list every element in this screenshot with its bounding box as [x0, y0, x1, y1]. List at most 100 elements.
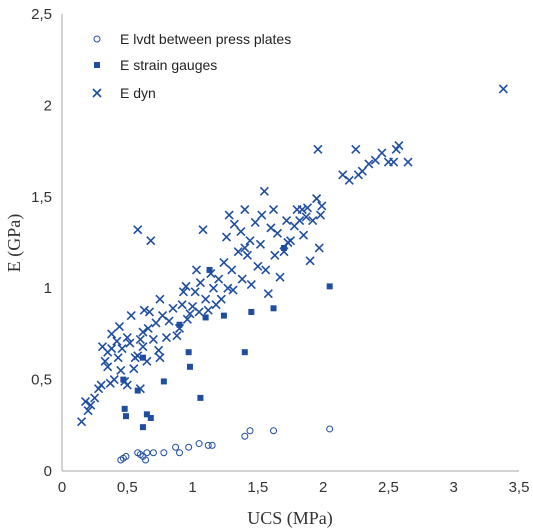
y-tick-label: 0,5: [31, 372, 52, 389]
point-edyn: [223, 283, 233, 293]
point-edyn: [100, 356, 110, 366]
point-edyn: [242, 250, 252, 260]
point-edyn: [80, 396, 91, 407]
point-edyn: [86, 400, 96, 410]
point-edyn: [129, 364, 139, 374]
point-edyn: [250, 217, 260, 227]
point-edyn: [126, 311, 136, 321]
point-edyn: [138, 327, 148, 337]
point-edyn: [190, 287, 200, 297]
point-edyn: [109, 375, 119, 385]
point-edyn: [133, 225, 143, 235]
point-edyn: [77, 417, 87, 427]
x-tick-label: 3,5: [509, 479, 530, 496]
point-edyn: [282, 215, 292, 226]
point-edyn: [255, 239, 266, 249]
point-edyn: [263, 289, 273, 299]
point-edyn: [178, 287, 188, 297]
point-edyn: [370, 155, 380, 165]
x-tick-label: 2: [319, 479, 327, 496]
x-tick-label: 1: [188, 479, 196, 496]
point-edyn: [364, 159, 374, 169]
point-edyn: [357, 166, 367, 176]
point-edyn: [240, 243, 250, 253]
y-tick-labels: 0 0,5 1 1,5 2 2,5: [31, 6, 52, 480]
point-edyn: [253, 261, 263, 271]
point-strain-gauge: [197, 394, 204, 401]
point-lvdt: [122, 452, 130, 460]
point-edyn: [314, 243, 324, 253]
point-edyn: [214, 274, 224, 284]
point-edyn: [135, 334, 145, 344]
point-lvdt: [185, 443, 193, 451]
legend-marker-edyn: [92, 88, 102, 98]
point-edyn: [195, 278, 205, 288]
point-edyn: [279, 247, 289, 257]
point-edyn: [133, 351, 143, 361]
point-edyn: [168, 303, 178, 313]
point-edyn: [394, 141, 404, 151]
point-edyn: [182, 314, 192, 324]
legend-marker-lvdt: [93, 35, 101, 43]
point-lvdt: [143, 449, 151, 457]
point-lvdt: [208, 441, 216, 449]
point-strain-gauge: [121, 405, 128, 412]
point-strain-gauge: [122, 413, 129, 420]
point-edyn: [301, 212, 311, 222]
point-strain-gauge: [160, 378, 167, 385]
point-edyn: [351, 144, 361, 154]
point-edyn: [83, 406, 93, 416]
point-edyn: [164, 316, 174, 326]
point-edyn: [245, 236, 255, 246]
point-edyn: [229, 219, 239, 229]
point-edyn: [181, 281, 191, 291]
point-edyn: [122, 380, 132, 390]
point-edyn: [240, 205, 250, 215]
point-edyn: [257, 210, 267, 220]
point-edyn: [208, 283, 219, 293]
point-edyn: [403, 157, 413, 167]
point-lvdt: [176, 449, 184, 457]
point-edyn: [221, 232, 232, 242]
point-edyn: [219, 258, 229, 268]
point-edyn: [228, 285, 238, 295]
point-edyn: [103, 362, 113, 372]
point-edyn: [297, 205, 307, 215]
point-edyn: [236, 226, 246, 237]
point-edyn: [172, 331, 182, 341]
point-edyn: [155, 353, 165, 363]
point-edyn: [194, 307, 204, 317]
point-strain-gauge: [248, 308, 255, 315]
point-edyn: [237, 274, 247, 284]
point-edyn: [113, 353, 123, 363]
point-edyn: [317, 201, 327, 211]
point-edyn: [146, 236, 156, 246]
point-strain-gauge: [186, 363, 193, 370]
x-tick-label: 1,5: [247, 479, 268, 496]
point-lvdt: [149, 449, 157, 457]
legend-label-edyn: E dyn: [120, 85, 156, 101]
point-edyn: [154, 345, 164, 355]
point-edyn: [344, 175, 354, 185]
x-tick-labels: 0 0,5 1 1,5 2 2,5 3 3,5: [58, 479, 530, 496]
point-edyn: [308, 215, 318, 226]
point-edyn: [161, 332, 172, 343]
point-strain-gauge: [280, 244, 287, 251]
point-edyn: [90, 393, 100, 403]
point-edyn: [122, 332, 132, 343]
point-edyn: [206, 269, 216, 279]
point-edyn: [117, 343, 127, 354]
point-edyn: [305, 256, 315, 266]
y-tick-label: 1,5: [31, 189, 52, 206]
point-edyn: [216, 294, 226, 304]
data-points: [77, 84, 508, 464]
y-tick-label: 2,5: [31, 6, 52, 23]
point-edyn: [246, 279, 256, 290]
point-strain-gauge: [206, 266, 213, 273]
point-edyn: [112, 336, 122, 346]
point-edyn: [96, 380, 106, 390]
point-edyn: [227, 265, 237, 275]
point-edyn: [114, 322, 125, 332]
x-tick-label: 3: [450, 479, 458, 496]
